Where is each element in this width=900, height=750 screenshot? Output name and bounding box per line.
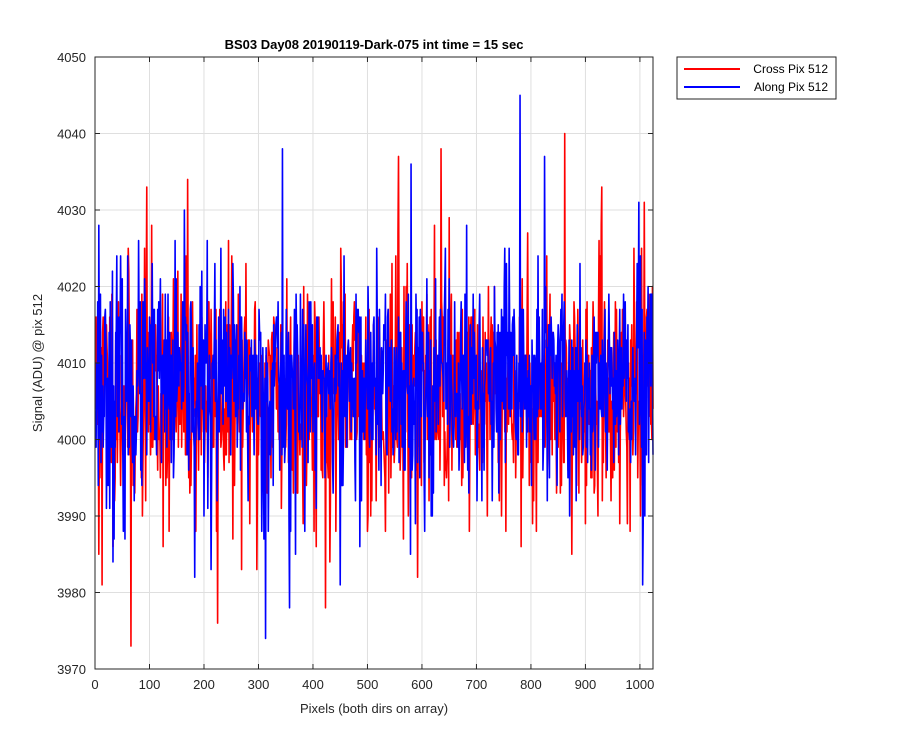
y-tick-label: 4000 <box>57 433 86 448</box>
y-tick-label: 4040 <box>57 127 86 142</box>
y-tick-label: 4020 <box>57 280 86 295</box>
x-tick-label: 500 <box>357 677 379 692</box>
x-tick-label: 300 <box>248 677 270 692</box>
x-tick-label: 900 <box>575 677 597 692</box>
x-tick-label: 200 <box>193 677 215 692</box>
y-axis-label: Signal (ADU) @ pix 512 <box>30 294 45 432</box>
series-line-2 <box>95 94 654 640</box>
axis-ticks: 0 100 200 300 400 500 600 700 800 900 1000 3970 3980… <box>57 50 654 692</box>
x-tick-label: 800 <box>520 677 542 692</box>
chart-title: BS03 Day08 20190119-Dark-075 int time = … <box>225 37 524 52</box>
legend-label: Cross Pix 512 <box>753 62 828 76</box>
x-tick-label: 100 <box>139 677 161 692</box>
series-layer <box>94 94 654 647</box>
y-tick-label: 4010 <box>57 356 86 371</box>
y-tick-label: 3980 <box>57 586 86 601</box>
y-tick-label: 4030 <box>57 203 86 218</box>
x-tick-label: 0 <box>91 677 98 692</box>
legend-label: Along Pix 512 <box>754 80 828 94</box>
x-tick-label: 600 <box>411 677 433 692</box>
y-tick-label: 4050 <box>57 50 86 65</box>
y-tick-label: 3990 <box>57 509 86 524</box>
x-tick-label: 400 <box>302 677 324 692</box>
legend-box <box>676 56 837 100</box>
x-tick-label: 700 <box>466 677 488 692</box>
legend: Cross Pix 512 Along Pix 512 <box>676 56 837 100</box>
x-axis-label: Pixels (both dirs on array) <box>300 701 448 716</box>
x-tick-label: 1000 <box>625 677 654 692</box>
y-tick-label: 3970 <box>57 662 86 677</box>
